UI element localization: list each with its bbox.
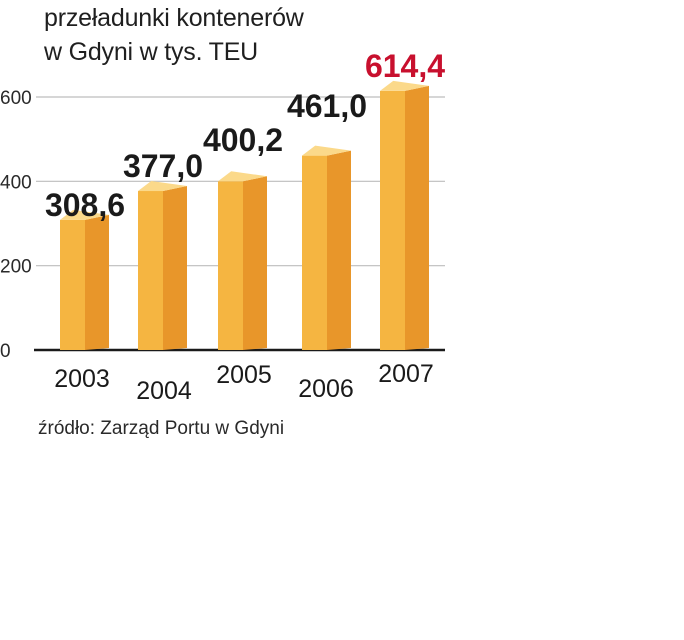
bar-side: [405, 85, 429, 350]
value-label: 400,2: [203, 122, 283, 158]
bar-2003: [60, 209, 109, 350]
bar-front: [302, 155, 327, 350]
bar-top: [138, 181, 187, 192]
value-label: 308,6: [45, 187, 125, 223]
bar-2005: [218, 171, 267, 350]
y-tick-label: 600: [0, 88, 32, 109]
value-label: 461,0: [287, 88, 367, 124]
y-tick-label: 0: [0, 341, 11, 362]
bar-top: [302, 145, 351, 156]
value-label: 377,0: [123, 148, 203, 184]
bar-front: [60, 219, 85, 350]
chart-title-line-2: w Gdyni w tys. TEU: [44, 38, 259, 66]
bar-front: [138, 191, 163, 350]
bar-2006: [302, 145, 351, 350]
bar-layer: [60, 80, 429, 350]
bar-top: [60, 209, 109, 220]
value-label: 614,4: [365, 48, 445, 84]
x-tick-label: 2006: [298, 375, 354, 403]
bar-side: [163, 186, 187, 350]
bar-side: [327, 150, 351, 350]
x-tick-label: 2003: [54, 365, 110, 393]
x-tick-label: 2004: [136, 377, 192, 405]
bar-front: [218, 181, 243, 350]
chart-title-line-1: przeładunki kontenerów: [44, 4, 304, 32]
y-tick-label: 200: [0, 257, 32, 278]
bar-top: [218, 171, 267, 182]
bar-side: [243, 176, 267, 350]
bar-2004: [138, 181, 187, 350]
x-tick-label: 2005: [216, 361, 272, 389]
y-tick-label: 400: [0, 172, 32, 193]
source-note: źródło: Zarząd Portu w Gdyni: [38, 418, 285, 439]
bar-side: [85, 214, 109, 350]
bar-top: [380, 80, 429, 91]
bar-2007: [380, 80, 429, 350]
bar-front: [380, 90, 405, 350]
x-tick-label: 2007: [378, 360, 434, 388]
